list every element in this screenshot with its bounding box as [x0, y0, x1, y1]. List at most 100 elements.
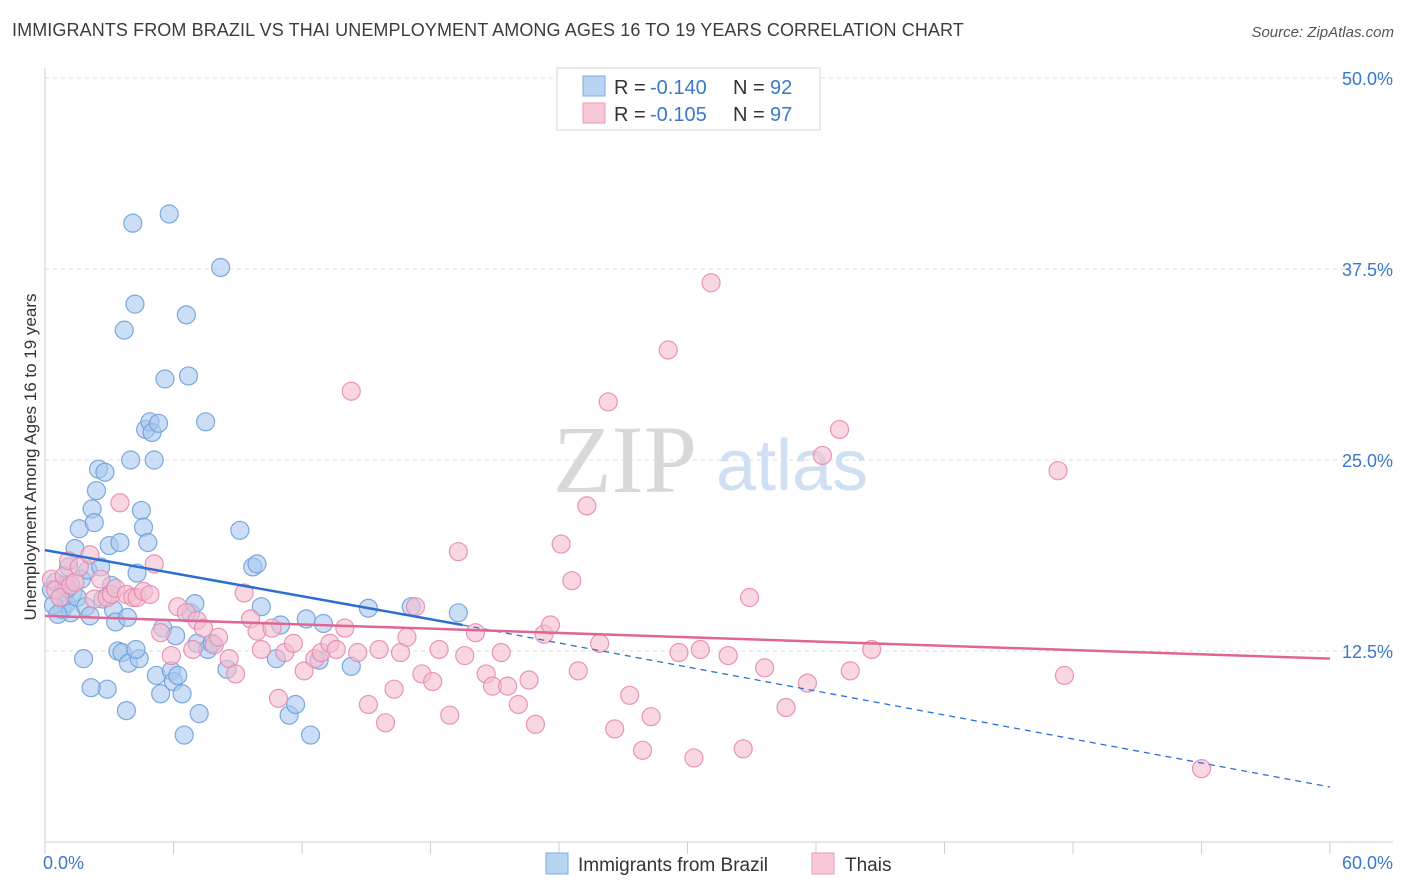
data-point [140, 584, 160, 605]
data-point [701, 273, 721, 293]
data-point [369, 639, 389, 660]
data-point [208, 627, 229, 647]
legend-swatch-thais [582, 102, 606, 124]
y-axis-label: Unemployment Among Ages 16 to 19 years [21, 294, 40, 621]
data-point [151, 623, 171, 643]
data-point [69, 557, 89, 577]
data-point [829, 419, 850, 440]
y-tick-label: 25.0% [1342, 451, 1393, 471]
data-point [196, 412, 216, 432]
data-point [598, 392, 618, 412]
data-point [1048, 461, 1068, 481]
data-point [121, 450, 141, 470]
data-point [562, 571, 582, 591]
data-point [126, 639, 146, 660]
data-point [840, 661, 860, 681]
data-point [268, 688, 289, 708]
data-point [151, 684, 171, 704]
data-point [123, 213, 143, 233]
axes-layer: 12.5% 25.0% 37.5% 50.0% [44, 68, 1393, 854]
data-point [326, 639, 346, 660]
data-point [423, 671, 443, 692]
data-point [211, 257, 231, 278]
data-point [176, 305, 196, 325]
data-point [577, 496, 597, 516]
data-point [684, 748, 704, 768]
data-point [81, 678, 101, 698]
data-point [448, 542, 468, 562]
data-point [498, 676, 518, 696]
y-tick-label: 50.0% [1342, 69, 1393, 89]
chart-source: Source: ZipAtlas.com [1251, 24, 1394, 41]
data-point [116, 700, 136, 721]
data-point [131, 500, 151, 521]
data-point [754, 658, 775, 678]
watermark-atlas: atlas [716, 426, 868, 506]
bottom-legend-label-brazil: Immigrants from Brazil [578, 855, 768, 876]
data-point [80, 545, 100, 565]
data-point [226, 664, 246, 684]
series-thais [41, 273, 1212, 779]
data-point [168, 665, 188, 686]
data-point [397, 627, 417, 647]
legend-r-value-thais: -0.105 [650, 104, 707, 126]
legend-n-value-brazil: 92 [770, 77, 792, 99]
data-point [335, 618, 355, 638]
data-point [429, 639, 449, 660]
x-tick-label-min: 0.0% [43, 853, 84, 873]
data-point [508, 694, 528, 715]
data-point [740, 587, 760, 608]
data-point [358, 694, 378, 715]
data-point [138, 532, 158, 553]
data-point [172, 684, 192, 704]
data-point [144, 450, 164, 470]
data-point [178, 366, 199, 386]
y-tick-label: 12.5% [1342, 642, 1393, 662]
data-point [247, 554, 267, 574]
watermark: ZIP atlas [553, 406, 868, 513]
data-point [294, 661, 314, 681]
data-point [161, 645, 181, 666]
data-point [285, 694, 306, 715]
data-point [155, 369, 175, 389]
data-point [234, 583, 254, 603]
legend-swatch-brazil [582, 75, 606, 97]
data-point [620, 685, 640, 705]
data-point [812, 445, 833, 466]
data-point [641, 707, 661, 727]
data-point [551, 534, 571, 554]
data-point [455, 645, 475, 666]
data-point [341, 381, 361, 401]
data-point [658, 340, 678, 360]
data-point [174, 725, 194, 745]
bottom-legend-label-thais: Thais [845, 855, 891, 876]
data-point [300, 725, 321, 745]
trend-line-brazil [44, 548, 463, 627]
data-point [862, 639, 882, 660]
trend-line-thais [44, 614, 1331, 660]
data-point [73, 649, 94, 669]
legend-n-label-brazil: N = [733, 77, 765, 99]
data-point [348, 642, 368, 663]
data-point [568, 661, 588, 681]
data-point [669, 642, 689, 663]
data-point [262, 618, 282, 638]
data-point [540, 615, 561, 635]
data-point [95, 462, 115, 482]
data-point [448, 603, 468, 623]
legend-r-label-thais: R = [614, 104, 646, 126]
y-tick-label: 37.5% [1342, 260, 1393, 280]
bottom-legend-swatch-brazil [545, 852, 569, 875]
trend-line-extension-brazil [462, 624, 1331, 788]
chart-title: IMMIGRANTS FROM BRAZIL VS THAI UNEMPLOYM… [12, 20, 964, 40]
data-point [384, 679, 404, 699]
data-point [525, 714, 546, 734]
points-layer [41, 204, 1212, 779]
data-point [405, 597, 426, 617]
data-point [251, 639, 271, 660]
x-tick-label-max: 60.0% [1342, 853, 1393, 873]
data-point [110, 532, 130, 553]
legend-r-value-brazil: -0.140 [650, 77, 707, 99]
data-point [375, 713, 396, 733]
